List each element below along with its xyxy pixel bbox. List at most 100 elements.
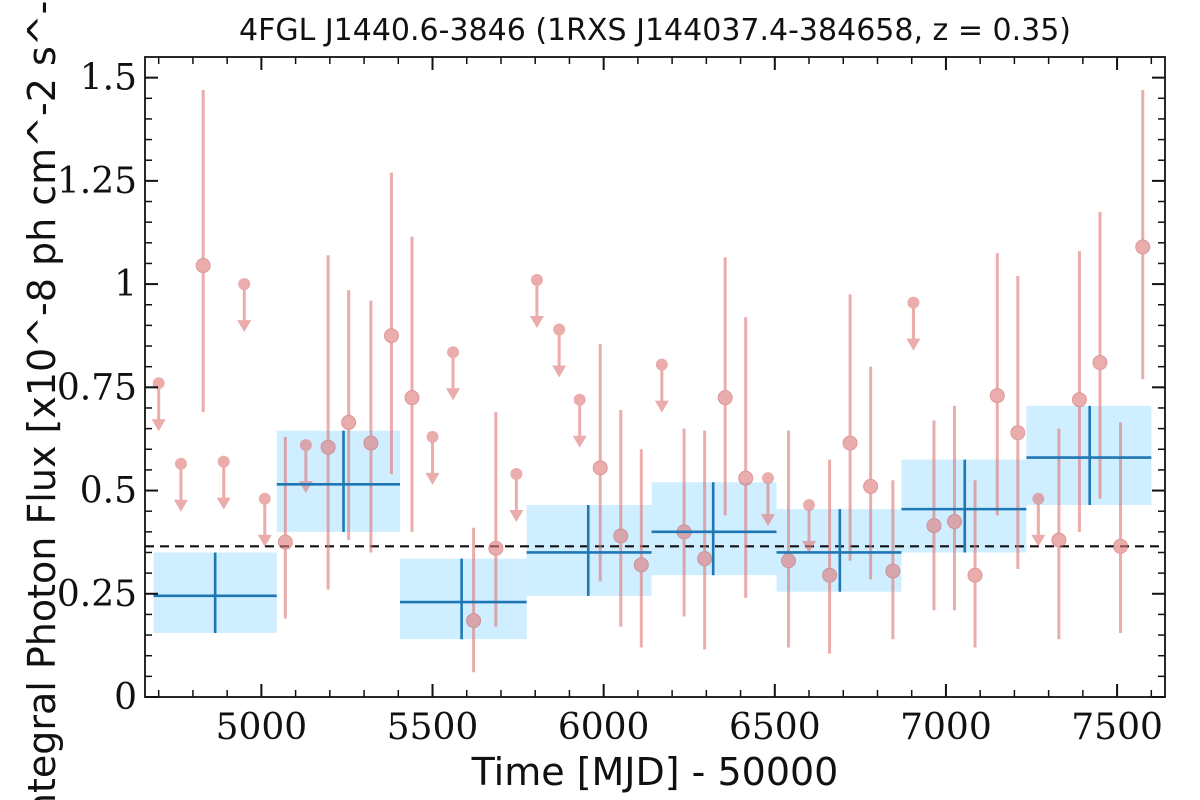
flux-marker [1113, 538, 1129, 554]
y-tick-label: 0 [114, 677, 137, 718]
upper-limit-marker [258, 492, 271, 505]
flux-marker [633, 557, 649, 573]
flux-marker [926, 518, 942, 534]
chart-title: 4FGL J1440.6-3846 (1RXS J144037.4-384658… [239, 13, 1071, 48]
axis-ticks [145, 57, 1165, 698]
upper-limit-arrow-head [173, 499, 188, 512]
upper-limit-point [446, 346, 461, 401]
flux-point [633, 449, 649, 648]
upper-limit-marker [907, 296, 920, 309]
flux-marker [277, 534, 293, 550]
flux-point [885, 480, 901, 640]
upper-limit-point [802, 499, 817, 553]
upper-limit-point [654, 358, 669, 413]
x-tick-label: 6000 [558, 707, 650, 748]
flux-point [697, 430, 713, 650]
flux-marker [697, 551, 713, 567]
long-bin-point [776, 509, 902, 592]
flux-marker [1071, 392, 1087, 408]
flux-marker [780, 553, 796, 569]
flux-point [1051, 428, 1067, 640]
upper-limit-marker [803, 499, 816, 511]
flux-point [404, 236, 420, 532]
long-bin-point [1026, 405, 1152, 505]
flux-point [383, 172, 399, 475]
flux-point [613, 410, 629, 627]
x-axis-label: Time [MJD] - 50000 [471, 750, 839, 794]
upper-limit-marker [510, 468, 523, 481]
long-bin-point [276, 430, 400, 532]
upper-limit-point [906, 296, 921, 351]
upper-limit-marker [299, 439, 312, 452]
flux-point [592, 343, 608, 582]
flux-point [842, 294, 858, 561]
flux-marker [822, 567, 838, 583]
long-bin-point [153, 552, 277, 633]
upper-limit-arrow-head [216, 497, 231, 510]
upper-limit-point [173, 457, 188, 512]
flux-marker [967, 567, 983, 583]
flux-marker [717, 390, 733, 406]
upper-limit-marker [426, 430, 439, 443]
flux-point [488, 412, 504, 627]
upper-limit-arrow-head [509, 510, 524, 523]
long-bin-point [901, 459, 1027, 553]
y-tick-label: 1.25 [57, 161, 137, 202]
upper-limit-marker [174, 457, 187, 470]
flux-point [1092, 211, 1108, 499]
y-tick-label: 0.25 [57, 574, 137, 615]
upper-limit-marker [530, 273, 543, 286]
upper-limit-arrow-head [906, 338, 921, 351]
y-tick-label: 0.5 [80, 471, 137, 512]
y-axis-label: Integral Photon Flux [x10^-8 ph cm^-2 s^… [20, 0, 64, 800]
flux-point [1010, 275, 1026, 569]
upper-limit-arrow-head [529, 315, 544, 328]
flux-point [363, 300, 379, 553]
upper-limit-point [257, 492, 272, 547]
flux-marker [1051, 532, 1067, 548]
upper-limit-marker [655, 358, 668, 371]
flux-point [1135, 90, 1151, 380]
upper-limit-marker [447, 346, 460, 359]
upper-limit-point [760, 472, 775, 527]
upper-limit-marker [238, 278, 251, 291]
x-tick-label: 7000 [900, 707, 992, 748]
flux-marker [863, 478, 879, 494]
upper-limit-marker [152, 377, 165, 390]
long-bin-point [400, 558, 527, 640]
flux-point [989, 253, 1005, 516]
upper-limit-arrow-head [151, 419, 166, 432]
y-tick-labels: 0 0.25 0.5 0.75 1 1.25 1.5 [57, 58, 137, 718]
y-tick-label: 1.5 [80, 58, 137, 99]
flux-point [717, 257, 733, 516]
upper-limit-point [151, 377, 166, 432]
flux-marker [1135, 239, 1151, 255]
flux-point [926, 420, 942, 611]
upper-limit-point [552, 323, 567, 378]
flux-marker [383, 328, 399, 344]
upper-limit-point [425, 430, 440, 485]
flux-marker [946, 514, 962, 530]
flux-point [277, 436, 293, 619]
upper-limit-marker [573, 393, 586, 406]
flux-marker [1010, 425, 1026, 441]
y-tick-label: 1 [114, 264, 137, 305]
upper-limit-marker [761, 472, 774, 485]
flux-marker [1092, 355, 1108, 371]
flux-marker [404, 390, 420, 406]
flux-marker [613, 528, 629, 544]
flux-marker [195, 258, 211, 274]
flux-point [195, 90, 211, 413]
flux-marker [488, 540, 504, 556]
flux-marker [363, 435, 379, 451]
flux-marker [320, 439, 336, 455]
upper-limit-point [216, 455, 231, 510]
upper-limit-arrow-head [1031, 534, 1046, 547]
flux-marker [885, 563, 901, 579]
upper-limit-arrow-head [425, 472, 440, 485]
upper-limit-arrow-head [257, 534, 272, 547]
x-tick-label: 6500 [729, 707, 821, 748]
upper-limit-marker [1032, 492, 1045, 505]
flux-point [822, 459, 838, 654]
